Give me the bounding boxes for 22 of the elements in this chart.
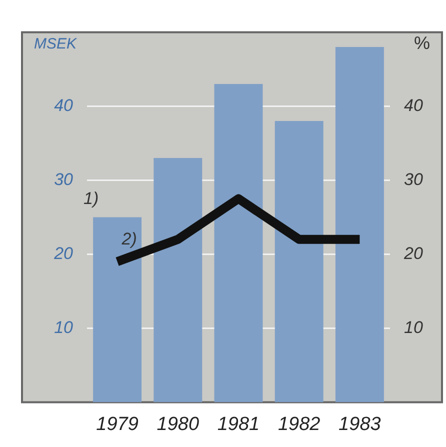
bar [274,121,324,402]
x-tick-label: 1982 [278,414,321,435]
y2-tick-label: 40 [404,96,424,115]
y2-tick-label: 30 [404,170,424,189]
annotation: 1) [83,188,99,208]
y2-tick-label: 20 [403,244,424,263]
y-tick-label: 40 [54,96,74,115]
bar [93,217,142,402]
bar [335,47,384,402]
y-tick-label: 20 [53,244,74,263]
x-tick-label: 1980 [156,414,200,435]
y-tick-label: 30 [54,170,74,189]
bar [154,158,202,402]
y2-axis-title: % [414,33,430,54]
x-tick-label: 1979 [96,414,139,435]
y-tick-label: 10 [54,318,74,337]
x-tick-label: 1983 [338,414,382,435]
x-tick-label: 1981 [217,414,260,435]
bar [214,84,263,402]
y-axis-title: MSEK [34,35,78,52]
annotation: 2) [120,229,137,248]
y2-tick-label: 10 [404,318,424,337]
